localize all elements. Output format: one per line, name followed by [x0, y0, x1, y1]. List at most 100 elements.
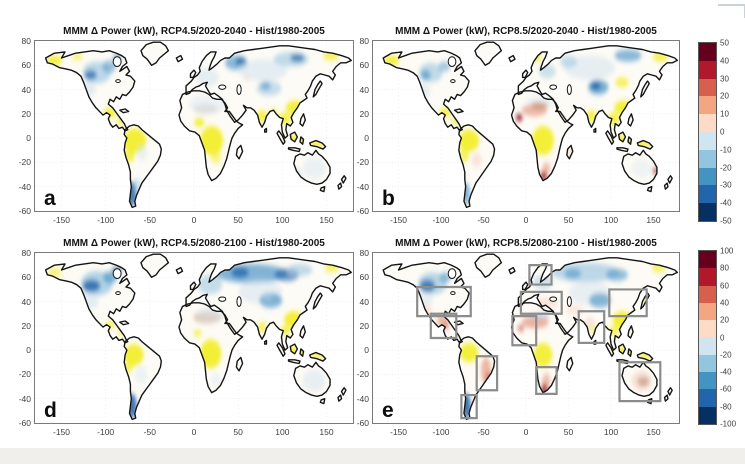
colorbar-segment — [699, 406, 716, 424]
map-panel-d: MMM Δ Power (kW), RCP4.5/2080-2100 - His… — [19, 238, 354, 437]
x-axis-tick-label: -150 — [52, 215, 71, 225]
x-axis-tick-label: -150 — [389, 427, 408, 437]
highlight-box-north-america — [417, 287, 471, 316]
colorbar-tick-label: -10 — [720, 145, 732, 155]
y-axis-tick-label: 20 — [21, 320, 31, 331]
colorbar-tick-label: 0 — [720, 333, 725, 342]
panel-letter: a — [44, 187, 56, 210]
panel-title: MMM Δ Power (kW), RCP8.5/2020-2040 - His… — [395, 26, 657, 37]
highlight-box-south-asia — [579, 311, 605, 343]
y-axis-tick-label: -60 — [18, 418, 31, 428]
y-axis-tick-label: -20 — [18, 369, 31, 380]
y-axis-tick-label: -60 — [18, 206, 31, 216]
colorbar-tick-label: -60 — [720, 384, 732, 394]
colorbar-tick-label: 40 — [720, 298, 729, 308]
colorbar-segment — [699, 203, 716, 221]
colorbar-tick-label: 10 — [720, 109, 729, 119]
panel-letter: b — [382, 187, 395, 210]
y-axis-tick-label: 60 — [21, 272, 31, 283]
colorbar-segment — [699, 302, 716, 321]
colorbar-segment — [699, 131, 716, 150]
y-axis-tick-label: 80 — [21, 36, 31, 46]
y-axis-tick-label: -20 — [356, 157, 369, 168]
y-axis-tick-label: -40 — [356, 393, 369, 404]
y-axis-tick-label: 0 — [364, 133, 369, 144]
screenshot-crop-artifact — [718, 4, 745, 18]
x-axis-tick-label: 150 — [646, 215, 661, 225]
colorbar-tick-label: 40 — [720, 56, 729, 66]
colorbar-segment — [699, 149, 716, 168]
y-axis-tick-label: 0 — [26, 133, 31, 144]
highlight-box-northern-europe — [529, 265, 551, 284]
colorbar-segment — [699, 354, 716, 373]
colorbar-tick-label: -50 — [720, 216, 732, 226]
x-axis-tick-label: 0 — [191, 427, 197, 437]
colorbar-tick-label: 60 — [720, 281, 729, 291]
y-axis-tick-label: 40 — [359, 296, 369, 307]
highlight-box-east-asia — [609, 289, 646, 316]
x-axis-tick-label: -100 — [432, 215, 450, 225]
colorbar-bottom-row: 100 80 60 40 20 0 -20 -40 -60 -80 -100 — [698, 247, 736, 429]
colorbar-segment — [699, 78, 716, 97]
x-axis-tick-label: 150 — [319, 215, 334, 225]
region-highlight-boxes — [417, 265, 660, 418]
x-axis-tick-label: 150 — [319, 427, 334, 437]
x-axis-tick-label: -100 — [97, 427, 115, 437]
colorbar-tick-label: 20 — [720, 315, 729, 325]
panel-title: MMM Δ Power (kW), RCP4.5/2020-2040 - His… — [63, 26, 325, 37]
y-axis-tick-label: 20 — [359, 320, 369, 331]
colorbar-segment — [699, 60, 716, 79]
y-axis-tick-label: 60 — [359, 60, 369, 71]
colorbar-tick-label: 0 — [720, 127, 725, 137]
colorbar-tick-label: -20 — [720, 350, 732, 360]
x-axis-tick-label: -50 — [143, 215, 156, 225]
y-axis-tick-label: 40 — [21, 84, 31, 95]
colorbar-segment — [699, 389, 716, 407]
colorbar-tick-label: 30 — [720, 74, 729, 84]
y-axis-tick-label: 80 — [359, 36, 369, 46]
highlight-box-australia — [620, 362, 661, 401]
panel-letter: d — [44, 399, 57, 422]
colorbar-tick-label: 20 — [720, 91, 729, 101]
y-axis-tick-label: 20 — [359, 108, 369, 119]
y-axis-tick-label: 80 — [359, 248, 369, 258]
colorbar-segment — [699, 185, 716, 204]
x-axis-tick-label: 0 — [191, 215, 197, 225]
highlight-box-mexico-central-america — [431, 314, 457, 338]
map-panel-a: MMM Δ Power (kW), RCP4.5/2020-2040 - His… — [19, 26, 354, 225]
colorbar-tick-label: -40 — [720, 198, 732, 208]
colorbar-tick-label: 100 — [720, 246, 734, 256]
colorbar-tick-label: -30 — [720, 180, 732, 190]
x-axis-tick-label: 100 — [275, 215, 290, 225]
x-axis-tick-label: 50 — [563, 215, 574, 225]
y-axis-tick-label: -60 — [356, 206, 369, 216]
x-axis-tick-label: 0 — [523, 215, 529, 225]
y-axis-tick-label: -20 — [18, 157, 31, 168]
y-axis-tick-label: 0 — [364, 345, 369, 356]
panel-letter: e — [382, 399, 394, 422]
world-map-svg — [35, 41, 353, 211]
x-axis-tick-label: -50 — [143, 427, 156, 437]
y-axis-tick-label: 60 — [21, 60, 31, 71]
x-axis-tick-label: -100 — [432, 427, 450, 437]
x-axis-tick-label: 50 — [233, 427, 243, 437]
x-axis-tick-label: -50 — [477, 427, 490, 437]
colorbar-segment — [699, 285, 716, 303]
colorbar-segment — [699, 268, 716, 286]
y-axis-tick-label: -60 — [356, 418, 369, 428]
colorbar-segment — [699, 114, 716, 132]
colorbar-segment — [699, 96, 716, 115]
x-axis-tick-label: 50 — [233, 215, 243, 225]
y-axis-tick-label: -40 — [356, 181, 369, 192]
colorbar-tick-label: 80 — [720, 263, 729, 273]
page-background-band — [0, 448, 745, 464]
highlight-box-southern-africa — [536, 367, 556, 394]
x-axis-tick-label: 50 — [563, 427, 574, 437]
x-axis-tick-label: -50 — [477, 215, 490, 225]
colorbar-tick-label: -100 — [720, 419, 737, 429]
y-axis-tick-label: 40 — [359, 84, 369, 95]
world-map-svg — [373, 253, 679, 423]
y-axis-tick-label: -40 — [18, 181, 31, 192]
x-axis-tick-label: 100 — [275, 427, 290, 437]
